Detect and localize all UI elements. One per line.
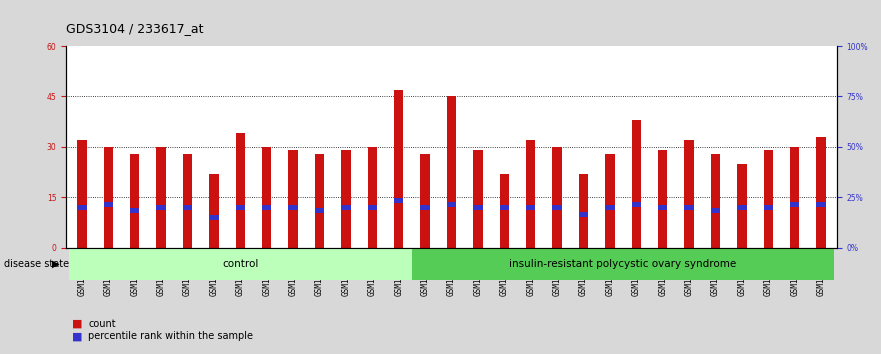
Text: disease state: disease state [4,259,70,269]
Text: control: control [222,259,258,269]
Bar [236,205,245,210]
Bar [526,205,536,210]
Bar [315,154,324,248]
Bar [605,154,615,248]
Bar [236,133,245,248]
Bar [764,205,773,210]
Bar [605,205,615,210]
Bar [790,147,799,248]
Bar [315,208,324,213]
Bar [183,154,192,248]
Text: count: count [88,319,115,329]
Text: ■: ■ [72,331,83,341]
Bar [632,120,641,248]
Bar [552,205,562,210]
Bar [526,140,536,248]
Bar [341,205,351,210]
Bar [817,137,825,248]
Bar [685,205,693,210]
Bar [78,205,86,210]
Bar [367,147,377,248]
Bar [737,205,746,210]
Bar [183,205,192,210]
Bar [367,205,377,210]
Bar [658,205,667,210]
Bar [685,140,693,248]
Bar [288,150,298,248]
Bar [817,201,825,207]
Bar [420,154,430,248]
Bar [130,154,139,248]
Text: ■: ■ [72,319,83,329]
Text: ▶: ▶ [52,259,60,269]
Bar [262,147,271,248]
Bar [420,205,430,210]
Bar [262,205,271,210]
Bar [579,212,589,217]
Bar [473,205,483,210]
Text: GDS3104 / 233617_at: GDS3104 / 233617_at [66,22,204,35]
Text: percentile rank within the sample: percentile rank within the sample [88,331,253,341]
Bar [579,174,589,248]
Bar [412,248,834,280]
Bar [711,208,720,213]
Bar [394,90,403,248]
Bar [157,205,166,210]
Bar [552,147,562,248]
Bar [737,164,746,248]
Bar [500,174,509,248]
Bar [157,147,166,248]
Bar [130,208,139,213]
Bar [394,198,403,203]
Bar [104,147,113,248]
Bar [790,201,799,207]
Bar [764,150,773,248]
Text: insulin-resistant polycystic ovary syndrome: insulin-resistant polycystic ovary syndr… [509,259,737,269]
Bar [658,150,667,248]
Bar [210,174,218,248]
Bar [69,248,412,280]
Bar [104,201,113,207]
Bar [210,215,218,220]
Bar [341,150,351,248]
Bar [447,97,456,248]
Bar [711,154,720,248]
Bar [473,150,483,248]
Bar [288,205,298,210]
Bar [632,201,641,207]
Bar [500,205,509,210]
Bar [447,201,456,207]
Bar [78,140,86,248]
